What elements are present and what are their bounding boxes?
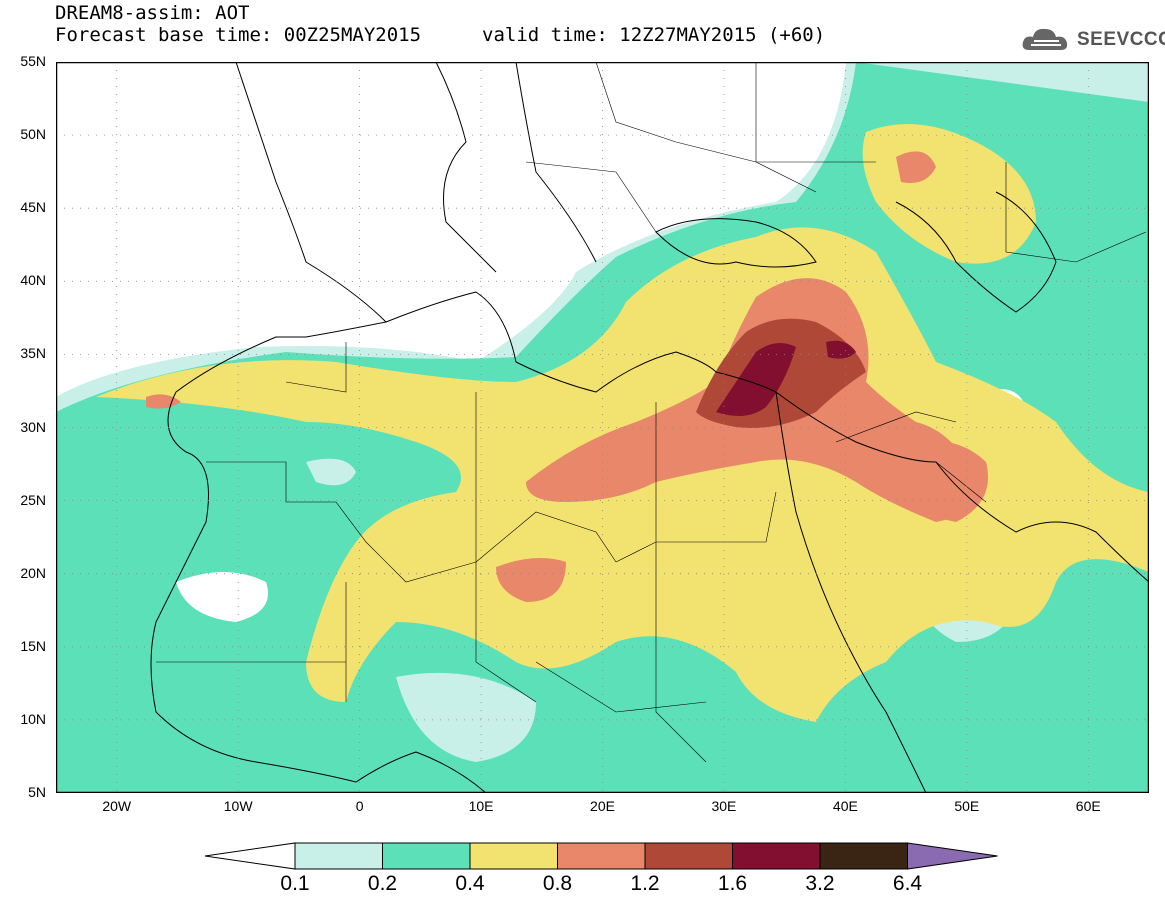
colorbar-bin: [557, 842, 646, 870]
y-tick-label: 35N: [20, 345, 46, 362]
coastlines: [150, 62, 1149, 793]
colorbar-min-arrow: [205, 842, 296, 870]
borders: [156, 62, 1147, 763]
colorbar-label: 0.4: [455, 872, 485, 895]
colorbar-bin: [644, 842, 733, 870]
colorbar-label: 3.2: [805, 872, 835, 895]
cloud-icon: [1022, 28, 1068, 50]
logo-text: SEEVCCC: [1077, 29, 1165, 50]
y-tick-label: 30N: [20, 418, 46, 435]
aot-map: [56, 62, 1149, 793]
y-tick-label: 25N: [20, 491, 46, 508]
colorbar-bin: [294, 842, 383, 870]
x-tick-label: 20E: [590, 798, 615, 814]
colorbar-bin: [732, 842, 821, 870]
chart-title: DREAM8-assim: AOT: [55, 2, 250, 24]
forecast-base-time: Forecast base time: 00Z25MAY2015: [55, 24, 422, 46]
x-tick-label: 30E: [711, 798, 737, 814]
colorbar-label: 6.4: [892, 872, 923, 895]
y-tick-label: 20N: [20, 564, 46, 581]
y-tick-label: 45N: [20, 199, 46, 216]
y-tick-label: 5N: [28, 784, 46, 800]
y-tick-label: 15N: [20, 637, 46, 654]
x-tick-label: 10W: [223, 798, 253, 814]
y-tick-label: 10N: [20, 710, 46, 727]
x-tick-label: 50E: [954, 798, 980, 814]
colorbar: [205, 842, 998, 870]
colorbar-label: 1.6: [717, 872, 748, 895]
colorbar-label: 0.8: [542, 872, 573, 895]
valid-time: valid time: 12Z27MAY2015 (+60): [482, 24, 826, 46]
colorbar-max-arrow: [907, 842, 998, 870]
y-tick-label: 40N: [20, 272, 46, 289]
x-tick-label: 60E: [1075, 798, 1101, 814]
x-tick-label: 40E: [832, 798, 858, 814]
colorbar-bin: [469, 842, 558, 870]
colorbar-label: 0.2: [367, 872, 398, 895]
x-tick-label: 10E: [468, 798, 494, 814]
y-tick-label: 50N: [20, 126, 46, 143]
x-tick-label: 20W: [102, 798, 132, 814]
colorbar-bin: [382, 842, 471, 870]
map-frame: [56, 62, 1149, 793]
colorbar-label: 1.2: [630, 872, 660, 895]
colorbar-bin: [819, 842, 908, 870]
x-tick-label: 0: [355, 798, 364, 814]
colorbar-label: 0.1: [280, 872, 310, 895]
y-tick-label: 55N: [20, 53, 46, 69]
seevccc-logo: SEEVCCC: [1021, 20, 1165, 60]
